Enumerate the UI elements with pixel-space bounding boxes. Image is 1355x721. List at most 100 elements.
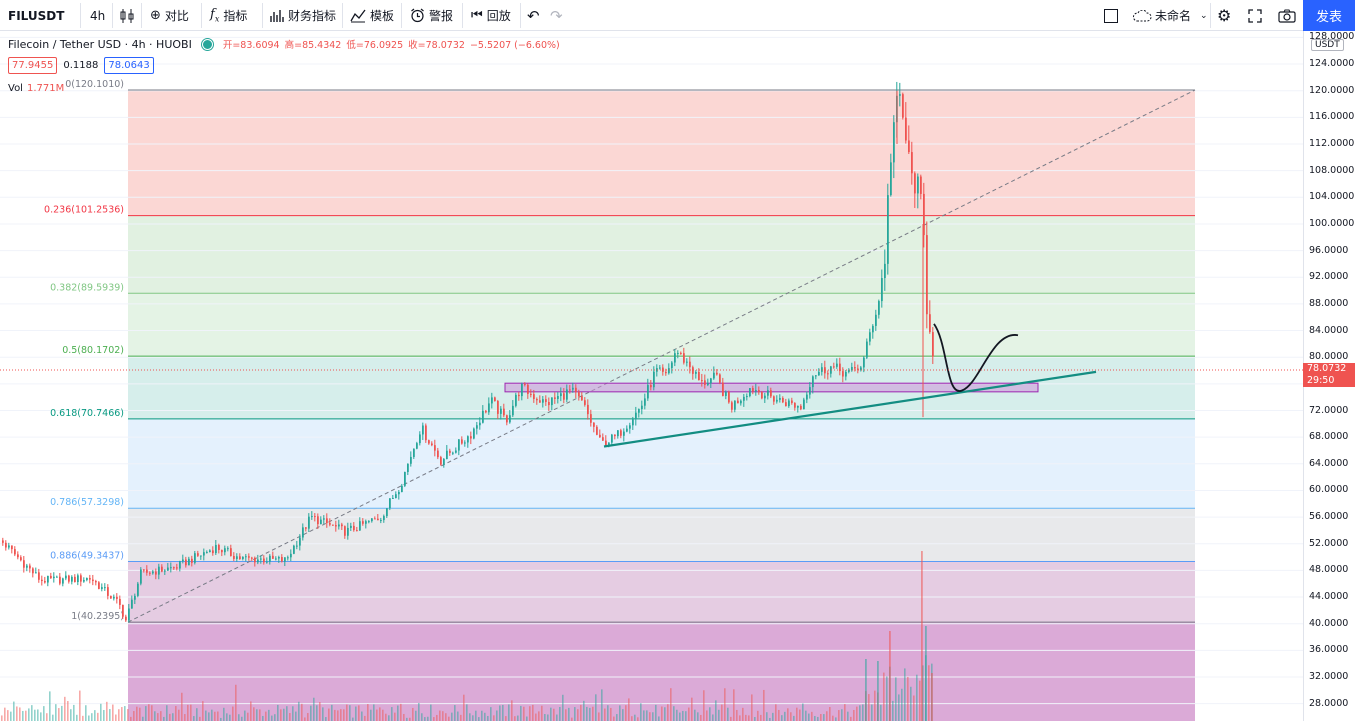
volume-bar [511, 700, 513, 721]
screenshot-button[interactable] [1278, 0, 1296, 31]
price-tick: 100.0000 [1309, 217, 1355, 229]
candle-body [86, 578, 88, 581]
redo-button[interactable]: ↷ [550, 0, 563, 31]
candle-body [881, 278, 883, 302]
candle-body [20, 557, 22, 561]
volume-bar [226, 713, 228, 721]
candle-body [839, 363, 841, 372]
candle-body [404, 471, 406, 486]
candle-body [530, 393, 532, 395]
volume-bar [136, 706, 138, 721]
replay-button[interactable]: ⏮ 回放 [471, 0, 511, 31]
volume-bar [367, 704, 369, 721]
volume-bar [442, 711, 444, 721]
volume-bar [592, 706, 594, 721]
volume-bar [490, 707, 492, 721]
volume-bar [310, 705, 312, 721]
candle-body [497, 401, 499, 414]
fib-band [128, 215, 1195, 294]
volume-bar [151, 705, 153, 721]
currency-badge[interactable]: USDT [1311, 39, 1344, 51]
candle-body [23, 560, 25, 568]
candle-body [836, 363, 838, 367]
bar-chart-icon [270, 9, 284, 22]
financials-button[interactable]: 财务指标 [270, 0, 336, 31]
indicators-label: 指标 [223, 9, 248, 23]
fullscreen-layout-button[interactable] [1104, 0, 1118, 31]
fullscreen-button[interactable] [1248, 0, 1262, 31]
sell-price-button[interactable]: 77.9455 [8, 57, 58, 74]
volume-bar [289, 713, 291, 721]
compare-button[interactable]: ⊕ 对比 [150, 0, 189, 31]
candle-body [287, 557, 289, 559]
volume-bar [325, 717, 327, 721]
price-tick: 108.0000 [1309, 164, 1355, 176]
candle-body [77, 575, 79, 583]
candle-body [200, 555, 202, 557]
volume-bar [1, 715, 3, 721]
candle-body [593, 422, 595, 427]
buy-price-button[interactable]: 78.0643 [104, 57, 154, 74]
volume-bar [823, 714, 825, 721]
candle-body [590, 414, 592, 423]
volume-bar [736, 709, 738, 721]
candle-body [812, 376, 814, 388]
volume-bar [481, 710, 483, 721]
candle-body [776, 399, 778, 402]
candle-body [608, 442, 610, 446]
volume-bar [730, 716, 732, 721]
interval-button[interactable]: 4h [90, 8, 106, 23]
volume-bar [142, 716, 144, 721]
candle-body [62, 578, 64, 584]
volume-bar [640, 703, 642, 721]
volume-label: Vol [8, 83, 23, 94]
publish-button[interactable]: 发表 [1303, 0, 1355, 31]
volume-bar [787, 708, 789, 721]
high-value: 高=85.4342 [284, 40, 342, 51]
volume-bar [175, 706, 177, 721]
volume-bar [319, 702, 321, 721]
candle-body [176, 567, 178, 569]
indicators-button[interactable]: fx 指标 [210, 0, 247, 31]
volume-bar [61, 705, 63, 721]
price-chart[interactable]: 0(120.1010) 0.236(101.2536) 0.382(89.5939)… [0, 31, 1303, 721]
volume-bar [478, 717, 480, 721]
volume-bar [220, 717, 222, 721]
volume-bar [838, 710, 840, 721]
volume-bar [541, 705, 543, 721]
volume-bar [382, 709, 384, 721]
volume-bar [286, 706, 288, 721]
candle-body [2, 540, 4, 543]
candle-body [518, 394, 520, 397]
volume-bar [361, 711, 363, 721]
candle-body [887, 195, 889, 264]
candle-body [410, 456, 412, 464]
volume-bar [205, 710, 207, 721]
candle-body [764, 395, 766, 399]
candle-body [134, 595, 136, 600]
undo-button[interactable]: ↶ [527, 0, 540, 31]
volume-bar [457, 711, 459, 721]
settings-button[interactable]: ⚙ [1217, 0, 1231, 31]
chart-type-button[interactable] [120, 0, 134, 31]
candle-body [398, 491, 400, 495]
volume-bar [448, 716, 450, 721]
volume-bar [106, 701, 108, 721]
symbol-search[interactable]: FILUSDT [8, 8, 65, 23]
candle-body [116, 596, 118, 599]
candle-body [263, 558, 265, 563]
candle-body [47, 575, 49, 583]
candle-body [851, 366, 853, 371]
volume-bar [871, 704, 873, 721]
candle-body [443, 459, 445, 465]
toolbar-divider [462, 3, 463, 28]
alert-button[interactable]: 警报 [410, 0, 453, 31]
volume-bar [868, 694, 870, 721]
volume-bar [499, 705, 501, 721]
projection-curve [933, 323, 1019, 392]
candle-body [596, 426, 598, 435]
volume-bar [376, 709, 378, 721]
candle-body [95, 581, 97, 583]
templates-button[interactable]: 模板 [350, 0, 394, 31]
layout-menu[interactable]: 未命名 ⌄ [1132, 0, 1208, 31]
